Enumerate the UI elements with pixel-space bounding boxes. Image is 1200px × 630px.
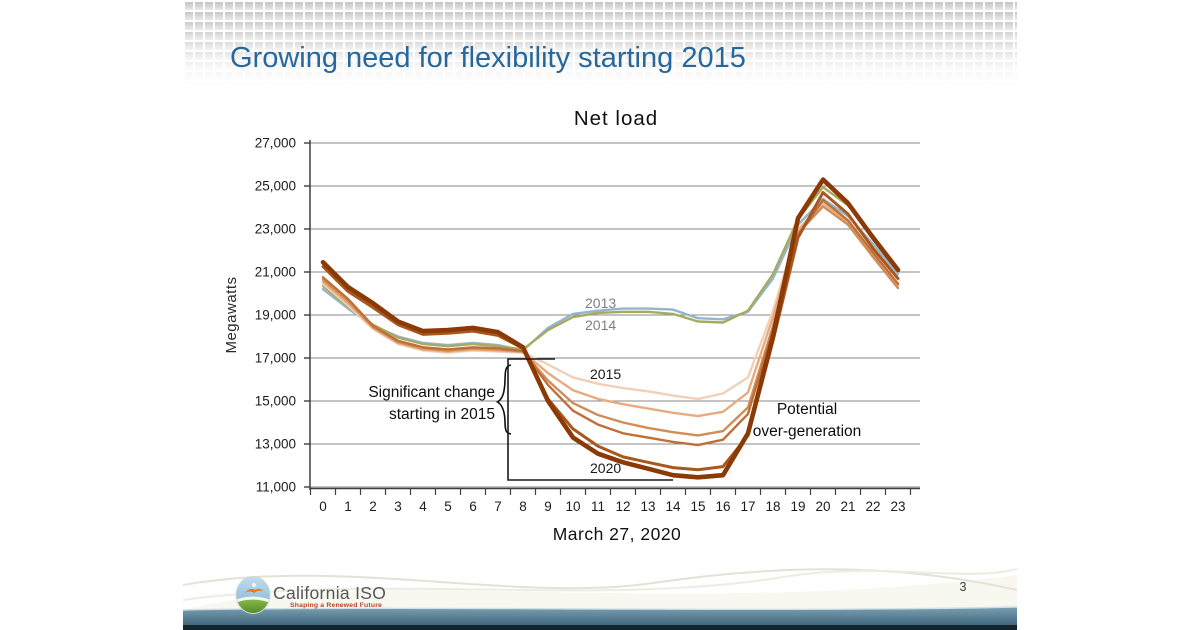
year-label-2015: 2015	[590, 366, 621, 382]
year-label-2013: 2013	[585, 295, 616, 311]
x-tick-label-23: 23	[890, 499, 905, 514]
series-lines	[320, 177, 901, 480]
y-axis-title: Megawatts	[223, 276, 240, 353]
x-tick-label-17: 17	[740, 499, 755, 514]
annotation-brace	[495, 364, 512, 435]
annotation-potential-overgeneration-line1: Potential	[777, 401, 837, 418]
y-tick-label-27000: 27,000	[255, 136, 296, 151]
slide: Growing need for flexibility starting 20…	[183, 0, 1017, 630]
x-tick-label-8: 8	[519, 499, 527, 514]
tick-labels: 27,000 25,000 23,000 21,000 19,000 17,000 15,0…	[255, 136, 906, 515]
x-tick-label-2: 2	[369, 499, 377, 514]
y-tick-label-25000: 25,000	[255, 179, 296, 194]
x-tick-label-0: 0	[319, 499, 327, 514]
y-tick-label-21000: 21,000	[255, 265, 296, 280]
chart-title: Net load	[574, 107, 658, 130]
y-tick-label-17000: 17,000	[255, 351, 296, 366]
x-tick-label-16: 16	[715, 499, 730, 514]
page-number: 3	[959, 580, 967, 594]
x-tick-label-15: 15	[690, 499, 705, 514]
header-checker-pattern	[183, 0, 1017, 92]
gridlines	[310, 142, 920, 488]
x-tick-label-13: 13	[640, 499, 655, 514]
x-tick-label-19: 19	[790, 499, 805, 514]
x-tick-label-21: 21	[840, 499, 855, 514]
net-load-chart: 27,000 25,000 23,000 21,000 19,000 17,000 15,0…	[223, 107, 920, 544]
series-line-2019	[321, 191, 900, 472]
annotation-potential-overgeneration-line2: over-generation	[753, 423, 862, 440]
year-label-2020: 2020	[590, 460, 621, 476]
x-tick-label-20: 20	[815, 499, 830, 514]
x-axis-date-label: March 27, 2020	[553, 524, 682, 544]
x-tick-label-7: 7	[494, 499, 502, 514]
series-year-labels: 2013 2014 2015 2020	[585, 295, 621, 476]
y-tick-label-19000: 19,000	[255, 308, 296, 323]
y-tick-label-11000: 11,000	[256, 480, 296, 495]
x-tick-label-10: 10	[565, 499, 580, 514]
x-tick-label-12: 12	[615, 499, 630, 514]
x-tick-label-3: 3	[394, 499, 402, 514]
y-tick-label-23000: 23,000	[255, 222, 296, 237]
annotation-significant-change-line2: starting in 2015	[389, 406, 495, 423]
x-tick-label-11: 11	[591, 499, 605, 514]
y-tick-label-13000: 13,000	[255, 437, 296, 452]
x-tick-label-9: 9	[544, 499, 552, 514]
footer-band	[183, 606, 1017, 630]
x-tick-label-22: 22	[865, 499, 880, 514]
x-tick-label-1: 1	[344, 499, 352, 514]
slide-title: Growing need for flexibility starting 20…	[230, 42, 746, 74]
series-line-2020	[320, 177, 901, 480]
year-label-2014: 2014	[585, 317, 616, 333]
x-tick-label-4: 4	[419, 499, 427, 514]
x-tick-label-6: 6	[469, 499, 477, 514]
annotation-significant-change-line1: Significant change	[368, 384, 495, 401]
california-iso-logo: California ISO Shaping a Renewed Future	[235, 576, 515, 618]
x-tick-label-18: 18	[765, 499, 780, 514]
x-tick-label-5: 5	[444, 499, 452, 514]
logo-tagline: Shaping a Renewed Future	[290, 602, 383, 609]
california-iso-globe-icon	[235, 576, 271, 614]
x-tick-label-14: 14	[665, 499, 681, 514]
annotation-bracket	[507, 358, 673, 481]
y-tick-label-15000: 15,000	[255, 394, 296, 409]
axes	[304, 140, 920, 495]
logo-brand-text: California ISO	[273, 583, 387, 603]
